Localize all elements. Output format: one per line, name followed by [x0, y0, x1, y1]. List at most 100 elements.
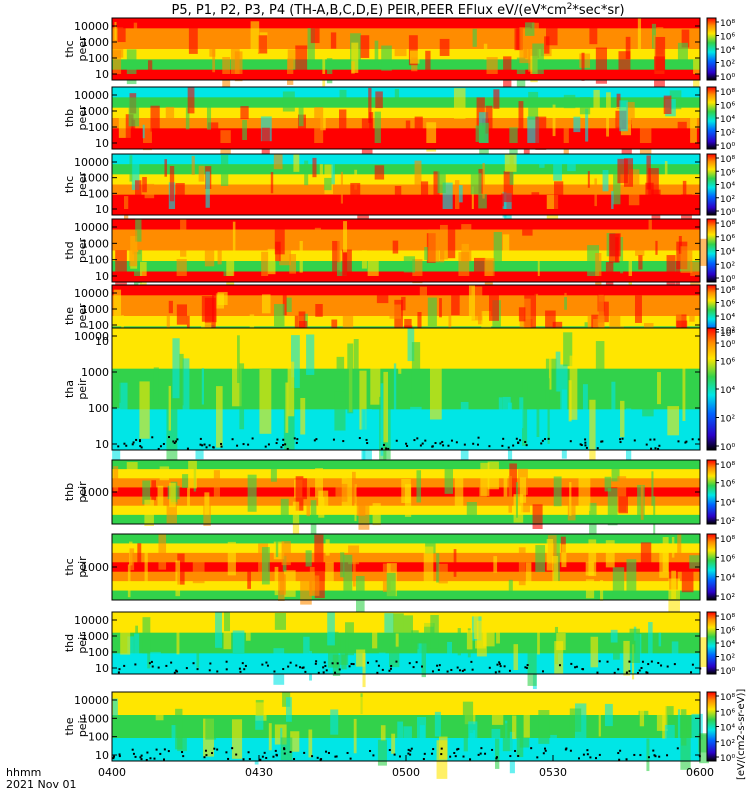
panel-probe-label: thc	[63, 558, 76, 575]
colorbar-tick-label: 10⁰	[720, 443, 735, 453]
panel-frame	[111, 218, 701, 283]
colorbar-tick-label: 10⁶	[720, 33, 735, 43]
colorbar	[706, 459, 717, 525]
y-tick-label: 10	[95, 335, 109, 348]
colorbar-tick-label: 10⁸	[720, 329, 735, 339]
panel-ylabel: thcpeer	[63, 36, 89, 62]
colorbar-tick-label: 10⁸	[720, 693, 735, 703]
colorbar-tick-label: 10²	[720, 60, 735, 70]
y-tick-label: 1000	[81, 630, 109, 643]
panel-probe-label: thd	[63, 634, 76, 652]
panel-frame	[111, 153, 701, 216]
y-tick-label: 10	[95, 203, 109, 216]
y-tick-label: 1000	[81, 486, 109, 499]
y-tick-label: 1000	[81, 237, 109, 250]
panel-thb-peer: 10000 1000 100 10 thbpeer 10⁸ 10⁶ 10⁴ 10² 10⁰	[63, 86, 735, 165]
panel-type-label: peer	[76, 105, 89, 131]
panel-tha-peir: 10000 1000 100 10 thapeir 10⁸ 10⁶ 10⁴ 10² 10⁰	[63, 327, 735, 477]
y-tick-label: 1000	[81, 712, 109, 725]
spectrogram-image	[112, 87, 700, 165]
panel-stack: 10000100010010thcpeer10⁸10⁶10⁴10²10⁰1000…	[63, 17, 735, 779]
spectrogram-image	[112, 460, 700, 541]
colorbar-tick-label: 10⁶	[720, 358, 735, 368]
panel-type-label: peer	[76, 36, 89, 62]
y-tick-label: 100	[88, 402, 109, 415]
y-tick-label: 10	[95, 137, 109, 150]
colorbar-tick-label: 10⁰	[720, 275, 735, 285]
y-tick-label: 100	[88, 187, 109, 200]
y-tick-label: 10000	[74, 694, 109, 707]
x-tick-label: 0530	[539, 766, 567, 779]
y-tick-label: 10	[95, 438, 109, 451]
colorbar-tick-label: 10⁴	[720, 386, 735, 396]
colorbar	[706, 153, 717, 216]
colorbar-tick-label: 10⁴	[720, 574, 735, 584]
y-tick-label: 10	[95, 749, 109, 762]
colorbar-tick-label: 10⁴	[720, 182, 735, 192]
colorbar	[706, 86, 717, 150]
colorbar-tick-label: 10⁰	[720, 142, 735, 152]
panel-ylabel: thbpeer	[63, 105, 89, 131]
colorbar-tick-label: 10⁴	[720, 498, 735, 508]
colorbar-tick-label: 10²	[720, 739, 735, 749]
y-tick-label: 10000	[74, 20, 109, 33]
panel-probe-label: thc	[63, 40, 76, 57]
colorbar	[706, 17, 717, 81]
colorbar-tick-label: 10⁴	[720, 724, 735, 734]
x-tick-label: 0430	[245, 766, 273, 779]
colorbar-tick-label: 10²	[720, 517, 735, 527]
y-tick-label: 100	[88, 254, 109, 267]
colorbar	[706, 611, 717, 675]
panel-probe-label: thb	[63, 109, 76, 127]
y-tick-label: 1000	[81, 561, 109, 574]
colorbar-tick-label: 10⁸	[720, 613, 735, 623]
y-tick-label: 10	[95, 662, 109, 675]
colorbar-tick-label: 10⁶	[720, 102, 735, 112]
y-tick-label: 100	[88, 646, 109, 659]
panel-ylabel: thdpeir	[63, 632, 89, 654]
colorbar-tick-label: 10²	[720, 129, 735, 139]
y-tick-label: 1000	[81, 105, 109, 118]
colorbar	[706, 691, 717, 762]
y-tick-label: 10	[95, 270, 109, 283]
panel-ylabel: thcpeir	[63, 556, 89, 578]
colorbar-tick-label: 10⁶	[720, 168, 735, 178]
colorbar-tick-label: 10⁶	[720, 708, 735, 718]
colorbar-tick-label: 10²	[720, 327, 735, 337]
panel-probe-label: tha	[63, 380, 76, 398]
colorbar-tick-label: 10⁴	[720, 640, 735, 650]
colorbar-tick-label: 10²	[720, 415, 735, 425]
colorbar-tick-label: 10⁰	[720, 754, 735, 764]
panel-probe-label: thb	[63, 483, 76, 501]
y-tick-label: 1000	[81, 366, 109, 379]
colorbar-tick-label: 10⁰	[720, 208, 735, 218]
y-tick-label: 1000	[81, 303, 109, 316]
colorbar	[706, 327, 717, 451]
colorbar-tick-label: 10⁰	[720, 667, 735, 677]
colorbar-tick-label: 10⁸	[720, 286, 735, 296]
x-axis-date-label: 2021 Nov 01	[6, 778, 76, 791]
spectrogram-image	[112, 18, 700, 97]
panel-type-label: peir	[76, 632, 89, 654]
colorbar-tick-label: 10⁴	[720, 248, 735, 258]
x-tick-label: 0400	[98, 766, 126, 779]
colorbar-tick-label: 10²	[720, 593, 735, 603]
colorbar-tick-label: 10⁶	[720, 234, 735, 244]
colorbar-tick-label: 10²	[720, 261, 735, 271]
spectrogram-image	[112, 534, 701, 617]
panel-type-label: peir	[76, 715, 89, 737]
y-tick-label: 10000	[74, 89, 109, 102]
colorbar-tick-label: 10⁴	[720, 46, 735, 56]
x-axis: 0400 0430 0500 0530 0600	[98, 755, 714, 779]
colorbar-unit-label: [eV/(cm2-s-sr-eV)]	[736, 689, 747, 780]
panel-ylabel: thdpeer	[63, 238, 89, 264]
colorbar-tick-label: 10⁸	[720, 88, 735, 98]
panel-ylabel: thbpeir	[63, 481, 89, 503]
y-tick-label: 1000	[81, 172, 109, 185]
panel-frame	[111, 86, 701, 150]
y-tick-label: 100	[88, 731, 109, 744]
spectrogram-image	[112, 612, 707, 690]
panel-probe-label: the	[63, 717, 76, 735]
